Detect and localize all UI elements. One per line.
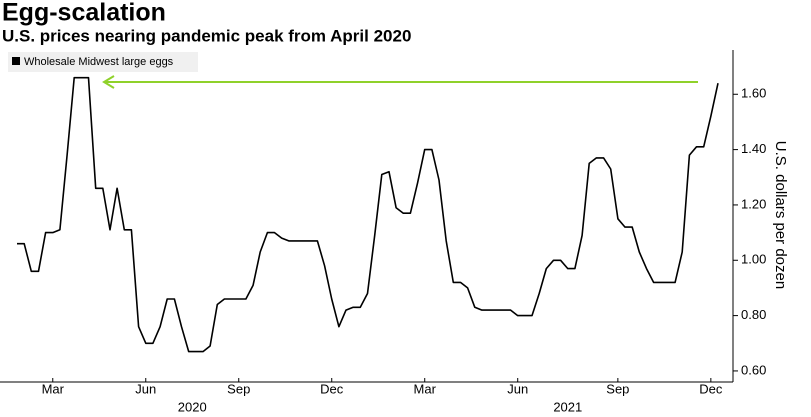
y-axis-title: U.S. dollars per dozen <box>772 141 789 289</box>
x-year-label: 2021 <box>553 399 582 414</box>
y-tick-label: 1.20 <box>741 196 766 211</box>
legend-box <box>8 52 198 72</box>
x-tick-label: Dec <box>699 381 723 396</box>
x-tick-label: Jun <box>507 381 528 396</box>
x-tick-label: Jun <box>135 381 156 396</box>
x-tick-label: Dec <box>320 381 344 396</box>
y-tick-label: 1.00 <box>741 252 766 267</box>
y-tick-label: 1.40 <box>741 141 766 156</box>
x-tick-label: Mar <box>414 381 437 396</box>
y-tick-label: 0.80 <box>741 307 766 322</box>
chart-title: Egg-scalation <box>2 0 166 27</box>
x-tick-label: Sep <box>227 381 250 396</box>
chart-subtitle: U.S. prices nearing pandemic peak from A… <box>2 26 411 45</box>
legend-swatch <box>12 57 20 65</box>
price-line <box>17 76 719 353</box>
x-tick-label: Mar <box>42 381 65 396</box>
y-tick-label: 1.60 <box>741 86 766 101</box>
x-tick-label: Sep <box>606 381 629 396</box>
arrow-head <box>102 75 115 89</box>
x-year-label: 2020 <box>178 399 207 414</box>
y-tick-label: 0.60 <box>741 362 766 377</box>
legend-label: Wholesale Midwest large eggs <box>24 56 174 68</box>
